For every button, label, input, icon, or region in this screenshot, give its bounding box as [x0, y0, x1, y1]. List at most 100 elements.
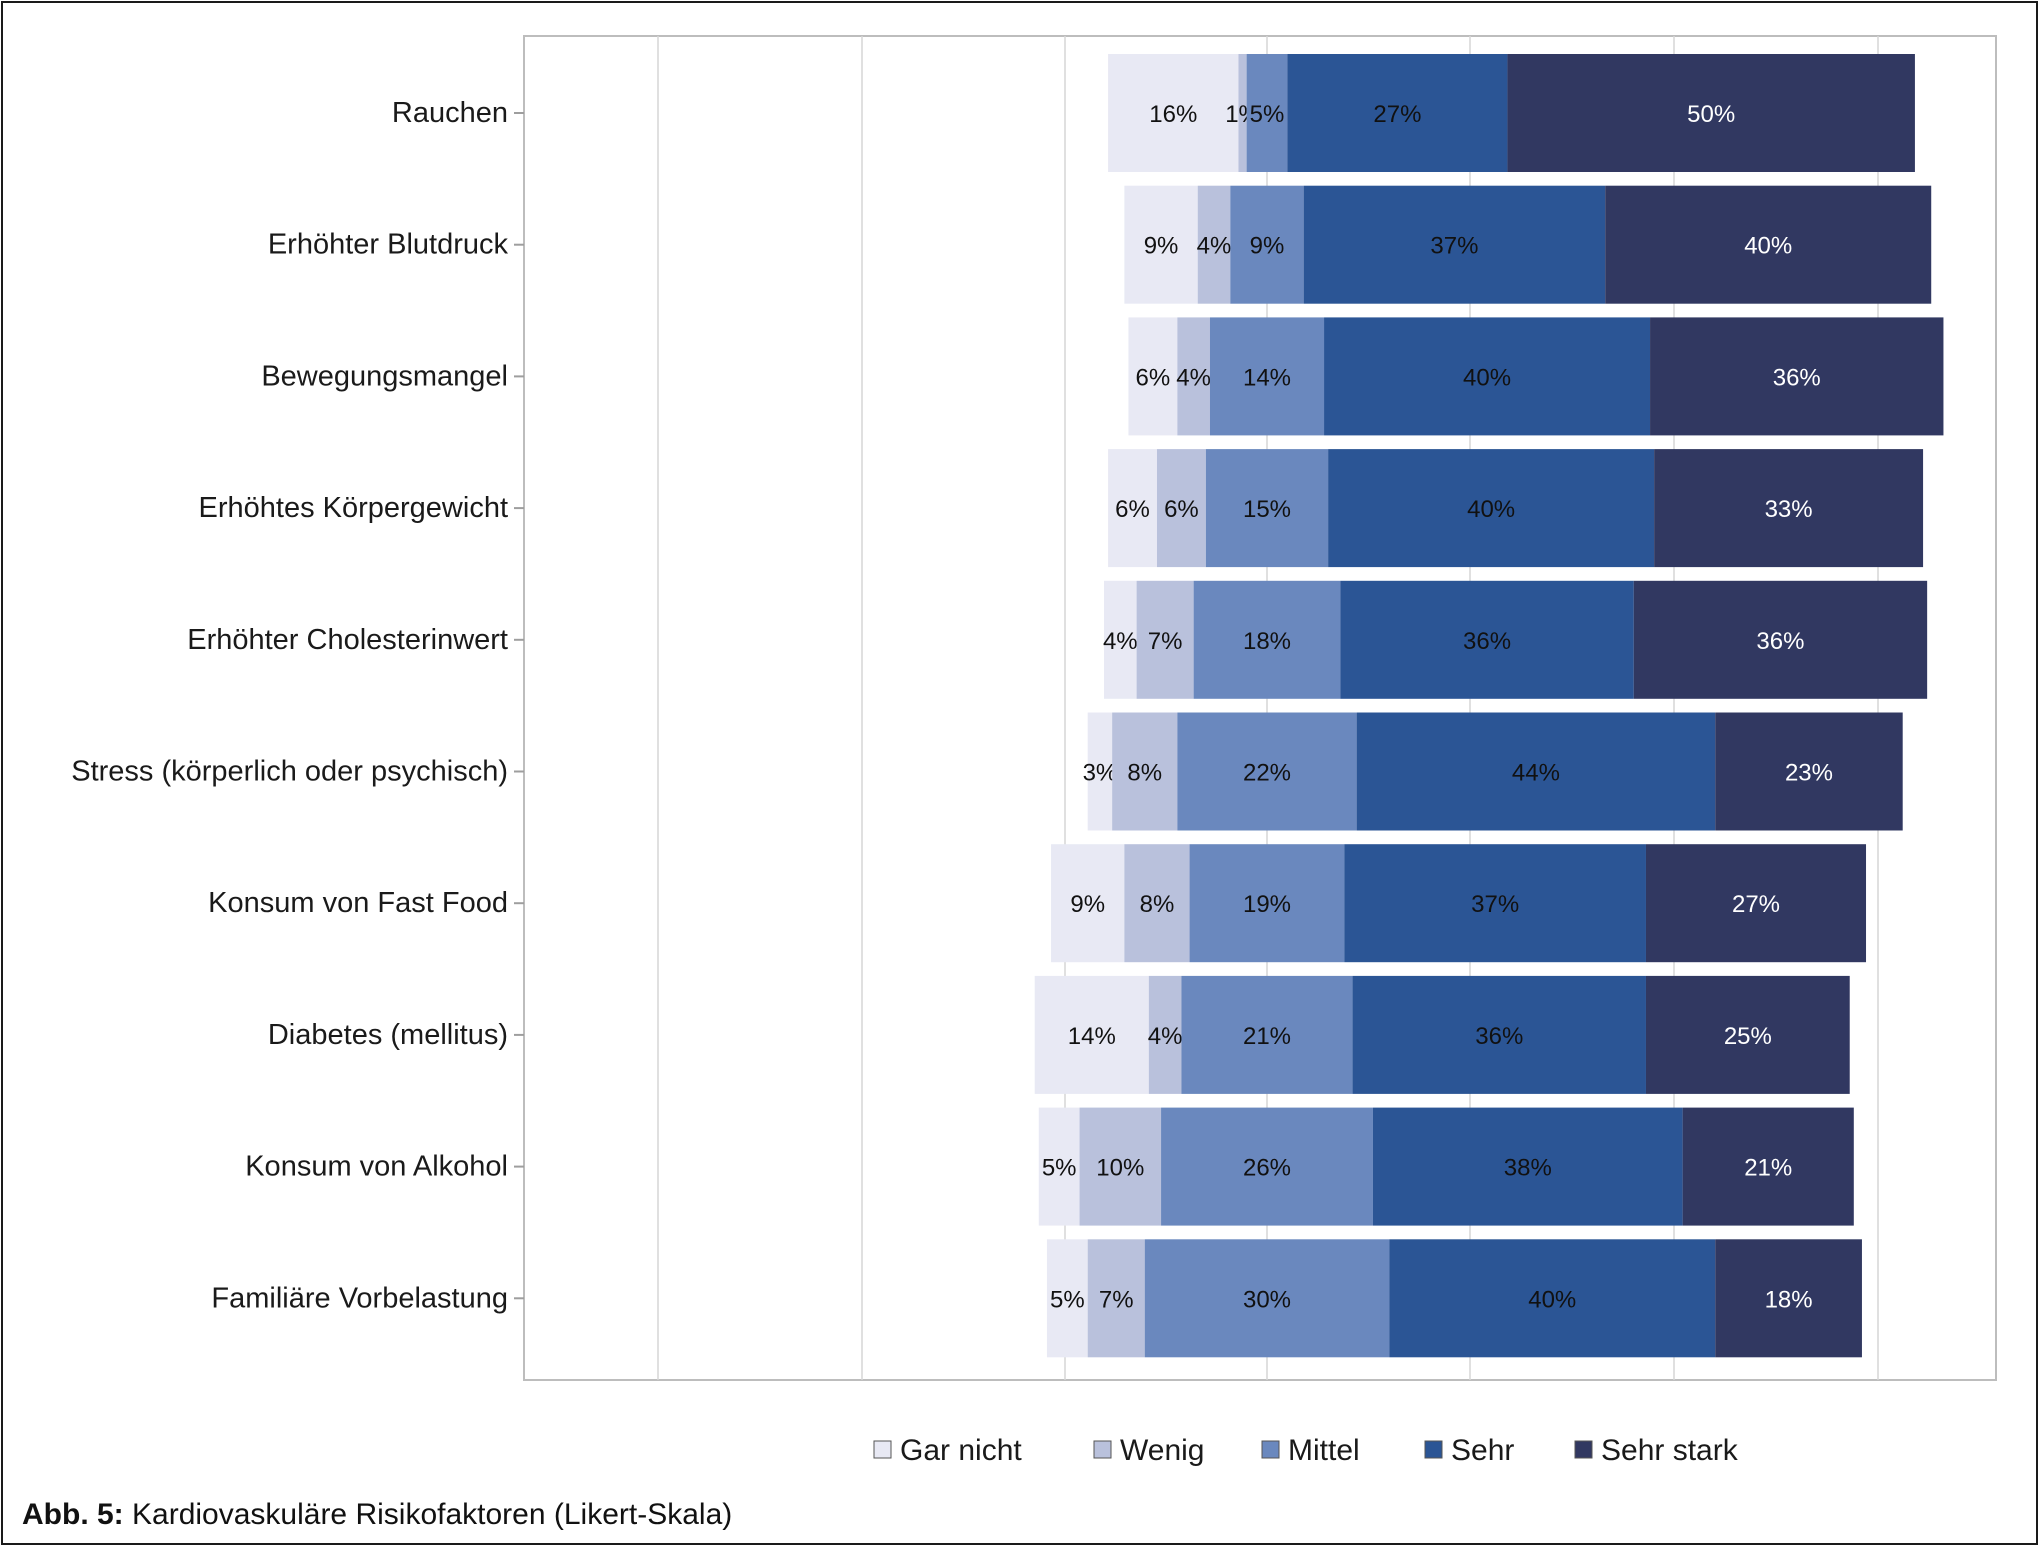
data-label: 16%: [1149, 101, 1197, 128]
legend-item: Wenig: [1093, 1434, 1205, 1467]
legend-swatch: [1093, 1440, 1112, 1459]
data-label: 36%: [1756, 628, 1804, 655]
bar-row-3: 6% 4% 14% 40% 36%: [1128, 317, 1944, 436]
bar-row-5: 4% 7% 18% 36% 36%: [1103, 580, 1928, 699]
category-label: Familiäre Vorbelastung: [211, 1282, 508, 1314]
bar-segment: [1209, 317, 1325, 436]
category-label: Erhöhter Blutdruck: [268, 229, 509, 261]
bar-segment: [1246, 54, 1288, 172]
data-label: 36%: [1475, 1023, 1523, 1050]
bar-segment: [1605, 185, 1932, 304]
bar-segment: [1340, 580, 1634, 699]
legend-swatch: [1424, 1440, 1443, 1459]
bar-segment: [1108, 449, 1157, 568]
data-label: 27%: [1373, 101, 1421, 128]
bar-segment: [1682, 1107, 1854, 1226]
bars: 16% 1%5% 27% 50%9% 4% 9% 37% 40%6% 4% 14% 40% 36%6%…: [1034, 54, 1944, 1358]
data-label: 23%: [1785, 760, 1833, 787]
data-label: 18%: [1765, 1286, 1813, 1313]
data-label: 14%: [1068, 1023, 1116, 1050]
category-labels: Rauchen Erhöhter Blutdruck Bewegungsmangel…: [71, 97, 524, 1314]
bar-segment: [1344, 844, 1646, 963]
bar-segment: [1654, 449, 1924, 568]
bar-row-4: 6% 6% 15% 40% 33%: [1108, 449, 1924, 568]
bar-segment: [1356, 712, 1716, 831]
data-label: 38%: [1504, 1155, 1552, 1182]
bar-segment: [1507, 54, 1915, 172]
bar-segment: [1124, 844, 1190, 963]
data-label: 7%: [1099, 1286, 1134, 1313]
legend-item: Sehr: [1424, 1434, 1514, 1467]
bar-segment: [1148, 975, 1182, 1094]
data-label: 4%: [1176, 364, 1211, 391]
data-label: 9%: [1144, 233, 1179, 260]
legend-label: Mittel: [1288, 1434, 1360, 1467]
data-label: 40%: [1467, 496, 1515, 523]
bar-segment: [1238, 54, 1247, 172]
data-label: 8%: [1127, 760, 1162, 787]
legend-item: Gar nicht: [873, 1434, 1022, 1467]
bar-row-2: 9% 4% 9% 37% 40%: [1124, 185, 1932, 304]
category-label: Diabetes (mellitus): [268, 1019, 508, 1051]
bar-row-6: 3% 8% 22% 44% 23%: [1083, 712, 1903, 831]
bar-segment: [1104, 580, 1137, 699]
data-label: 14%: [1243, 364, 1291, 391]
bar-segment: [1181, 975, 1353, 1094]
data-label: 37%: [1471, 891, 1519, 918]
data-label: 27%: [1732, 891, 1780, 918]
category-label: Rauchen: [392, 97, 508, 129]
bar-segment: [1193, 580, 1341, 699]
bar-segment: [1197, 185, 1231, 304]
bar-segment: [1144, 1239, 1390, 1358]
data-label: 4%: [1197, 233, 1232, 260]
category-label: Konsum von Fast Food: [208, 887, 508, 919]
data-label: 5%: [1250, 101, 1285, 128]
bar-segment: [1034, 975, 1149, 1094]
bar-row-10: 5% 7% 30% 40% 18%: [1046, 1239, 1862, 1358]
legend-swatch: [1261, 1440, 1280, 1459]
data-label: 8%: [1140, 891, 1175, 918]
data-label: 19%: [1243, 891, 1291, 918]
bar-segment: [1645, 844, 1867, 963]
caption-text: Kardiovaskuläre Risikofaktoren (Likert-S…: [123, 1498, 733, 1531]
stacked-bar-chart: 16% 1%5% 27% 50%9% 4% 9% 37% 40%6% 4% 14% 40% 36%6%…: [71, 35, 1997, 1467]
bar-segment: [1324, 317, 1651, 436]
bar-segment: [1156, 449, 1206, 568]
caption-prefix: Abb. 5:: [22, 1498, 124, 1531]
legend-label: Wenig: [1120, 1434, 1205, 1467]
bar-segment: [1051, 844, 1125, 963]
bar-segment: [1046, 1239, 1088, 1358]
data-label: 3%: [1083, 760, 1118, 787]
bar-segment: [1161, 1107, 1373, 1226]
bar-segment: [1189, 844, 1345, 963]
legend-swatch: [873, 1440, 892, 1459]
data-label: 6%: [1136, 364, 1171, 391]
data-label: 9%: [1070, 891, 1105, 918]
bar-segment: [1087, 1239, 1145, 1358]
bar-segment: [1136, 580, 1194, 699]
bar-segment: [1633, 580, 1928, 699]
figure-caption: Abb. 5: Kardiovaskuläre Risikofaktoren (…: [22, 1498, 732, 1532]
data-label: 18%: [1243, 628, 1291, 655]
data-label: 33%: [1765, 496, 1813, 523]
bar-row-8: 14% 4% 21% 36% 25%: [1034, 975, 1850, 1094]
data-label: 4%: [1103, 628, 1138, 655]
category-label: Konsum von Alkohol: [245, 1151, 508, 1183]
bar-segment: [1177, 712, 1357, 831]
category-label: Stress (körperlich oder psychisch): [71, 756, 508, 788]
data-label: 25%: [1724, 1023, 1772, 1050]
bar-segment: [1715, 712, 1903, 831]
category-label: Erhöhter Cholesterinwert: [187, 624, 508, 656]
legend: Gar nicht Wenig Mittel Sehr Sehr stark: [873, 1434, 1739, 1467]
data-label: 44%: [1512, 760, 1560, 787]
bar-segment: [1287, 54, 1508, 172]
data-label: 5%: [1042, 1155, 1077, 1182]
bar-row-1: 16% 1%5% 27% 50%: [1108, 54, 1915, 172]
bar-segment: [1124, 185, 1198, 304]
data-label: 36%: [1773, 364, 1821, 391]
data-label: 10%: [1096, 1155, 1144, 1182]
category-label: Bewegungsmangel: [261, 360, 508, 392]
category-label: Erhöhtes Körpergewicht: [199, 492, 509, 524]
data-label: 7%: [1148, 628, 1183, 655]
